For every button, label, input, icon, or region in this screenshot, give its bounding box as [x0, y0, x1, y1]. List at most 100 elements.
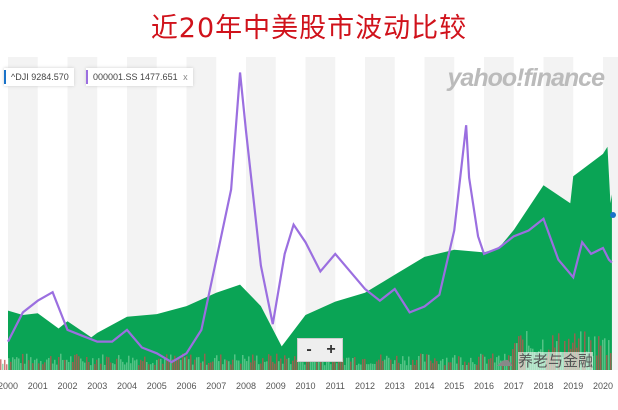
volume-bar — [256, 355, 258, 370]
x-tick-label: 2019 — [563, 381, 583, 391]
volume-bar — [402, 356, 404, 370]
volume-bar — [398, 362, 400, 370]
volume-bar — [456, 363, 458, 370]
volume-bar — [382, 360, 384, 370]
volume-bar — [228, 361, 230, 370]
volume-bar — [388, 357, 390, 370]
volume-bar — [500, 360, 502, 370]
volume-bar — [136, 359, 138, 370]
volume-bar — [418, 356, 420, 370]
x-tick-label: 2014 — [414, 381, 434, 391]
volume-bar — [356, 365, 358, 370]
legend-close-icon[interactable]: x — [183, 72, 188, 82]
volume-bar — [354, 357, 356, 370]
sse-line — [7, 72, 613, 364]
volume-bar — [600, 345, 602, 370]
volume-bar — [48, 357, 50, 370]
volume-bar — [364, 358, 366, 370]
volume-bar — [318, 358, 320, 370]
volume-bar — [82, 361, 84, 370]
volume-bar — [126, 362, 128, 370]
volume-bar — [322, 359, 324, 370]
volume-bar — [328, 357, 330, 370]
x-tick-label: 2018 — [533, 381, 553, 391]
volume-bar — [608, 340, 610, 370]
volume-bar — [370, 363, 372, 370]
volume-bar — [222, 364, 224, 370]
volume-bar — [320, 358, 322, 370]
volume-bar — [458, 356, 460, 370]
x-tick-label: 2010 — [295, 381, 315, 391]
volume-bar — [288, 357, 290, 370]
volume-bar — [98, 358, 100, 370]
x-tick-label: 2009 — [266, 381, 286, 391]
zoom-in-button[interactable]: + — [326, 341, 336, 358]
volume-bar — [432, 363, 434, 370]
volume-bar — [68, 362, 70, 370]
volume-bar — [18, 358, 20, 370]
x-tick-label: 2002 — [57, 381, 77, 391]
volume-bar — [434, 358, 436, 370]
volume-bar — [34, 359, 36, 370]
volume-bar — [32, 363, 34, 370]
volume-bar — [340, 355, 342, 370]
volume-bar — [156, 359, 158, 370]
volume-bar — [598, 336, 600, 370]
volume-bar — [168, 359, 170, 370]
volume-bar — [486, 363, 488, 370]
volume-bar — [558, 333, 560, 370]
volume-bar — [132, 357, 134, 370]
volume-bar — [236, 360, 238, 370]
volume-bar — [216, 355, 218, 370]
x-tick-label: 2006 — [176, 381, 196, 391]
volume-bar — [162, 363, 164, 370]
volume-bar — [224, 359, 226, 370]
legend-sse[interactable]: 000001.SS 1477.651 x — [86, 68, 193, 86]
volume-bar — [508, 355, 510, 370]
volume-bar — [114, 364, 116, 370]
x-tick-label: 2017 — [504, 381, 524, 391]
x-tick-label: 2011 — [326, 381, 345, 391]
volume-bar — [258, 364, 260, 370]
volume-bar — [140, 359, 142, 370]
volume-bar — [378, 359, 380, 370]
volume-bar — [20, 363, 22, 370]
legend-dji[interactable]: ^DJI 9284.570 — [4, 68, 74, 86]
volume-bar — [380, 354, 382, 370]
volume-bar — [176, 358, 178, 370]
volume-bar — [90, 365, 92, 370]
volume-bar — [438, 364, 440, 370]
volume-bar — [232, 359, 234, 370]
volume-bar — [26, 353, 28, 370]
volume-bar — [66, 359, 68, 370]
volume-bar — [202, 361, 204, 370]
volume-bar — [14, 359, 16, 370]
volume-bar — [372, 363, 374, 370]
volume-bar — [440, 360, 442, 370]
volume-bar — [514, 343, 516, 370]
zoom-out-button[interactable]: - — [306, 341, 312, 358]
volume-bar — [308, 355, 310, 370]
volume-bar — [102, 354, 104, 370]
volume-bar — [606, 355, 608, 370]
x-tick-label: 2003 — [87, 381, 107, 391]
volume-bar — [408, 356, 410, 370]
volume-bar — [350, 361, 352, 370]
volume-bar — [368, 364, 370, 370]
volume-bar — [526, 331, 528, 370]
volume-bar — [276, 353, 278, 370]
volume-bar — [106, 356, 108, 370]
volume-bar — [424, 361, 426, 370]
volume-bar — [474, 364, 476, 370]
volume-bar — [84, 362, 86, 370]
volume-bar — [144, 356, 146, 370]
volume-bar — [272, 361, 274, 370]
volume-bar — [472, 362, 474, 370]
volume-bar — [292, 360, 294, 370]
volume-bar — [502, 361, 504, 370]
volume-bar — [100, 363, 102, 370]
volume-bar — [70, 356, 72, 370]
yahoo-finance-logo: yahoo!finance — [447, 64, 605, 92]
volume-bar — [446, 357, 448, 370]
volume-bar — [80, 358, 82, 370]
